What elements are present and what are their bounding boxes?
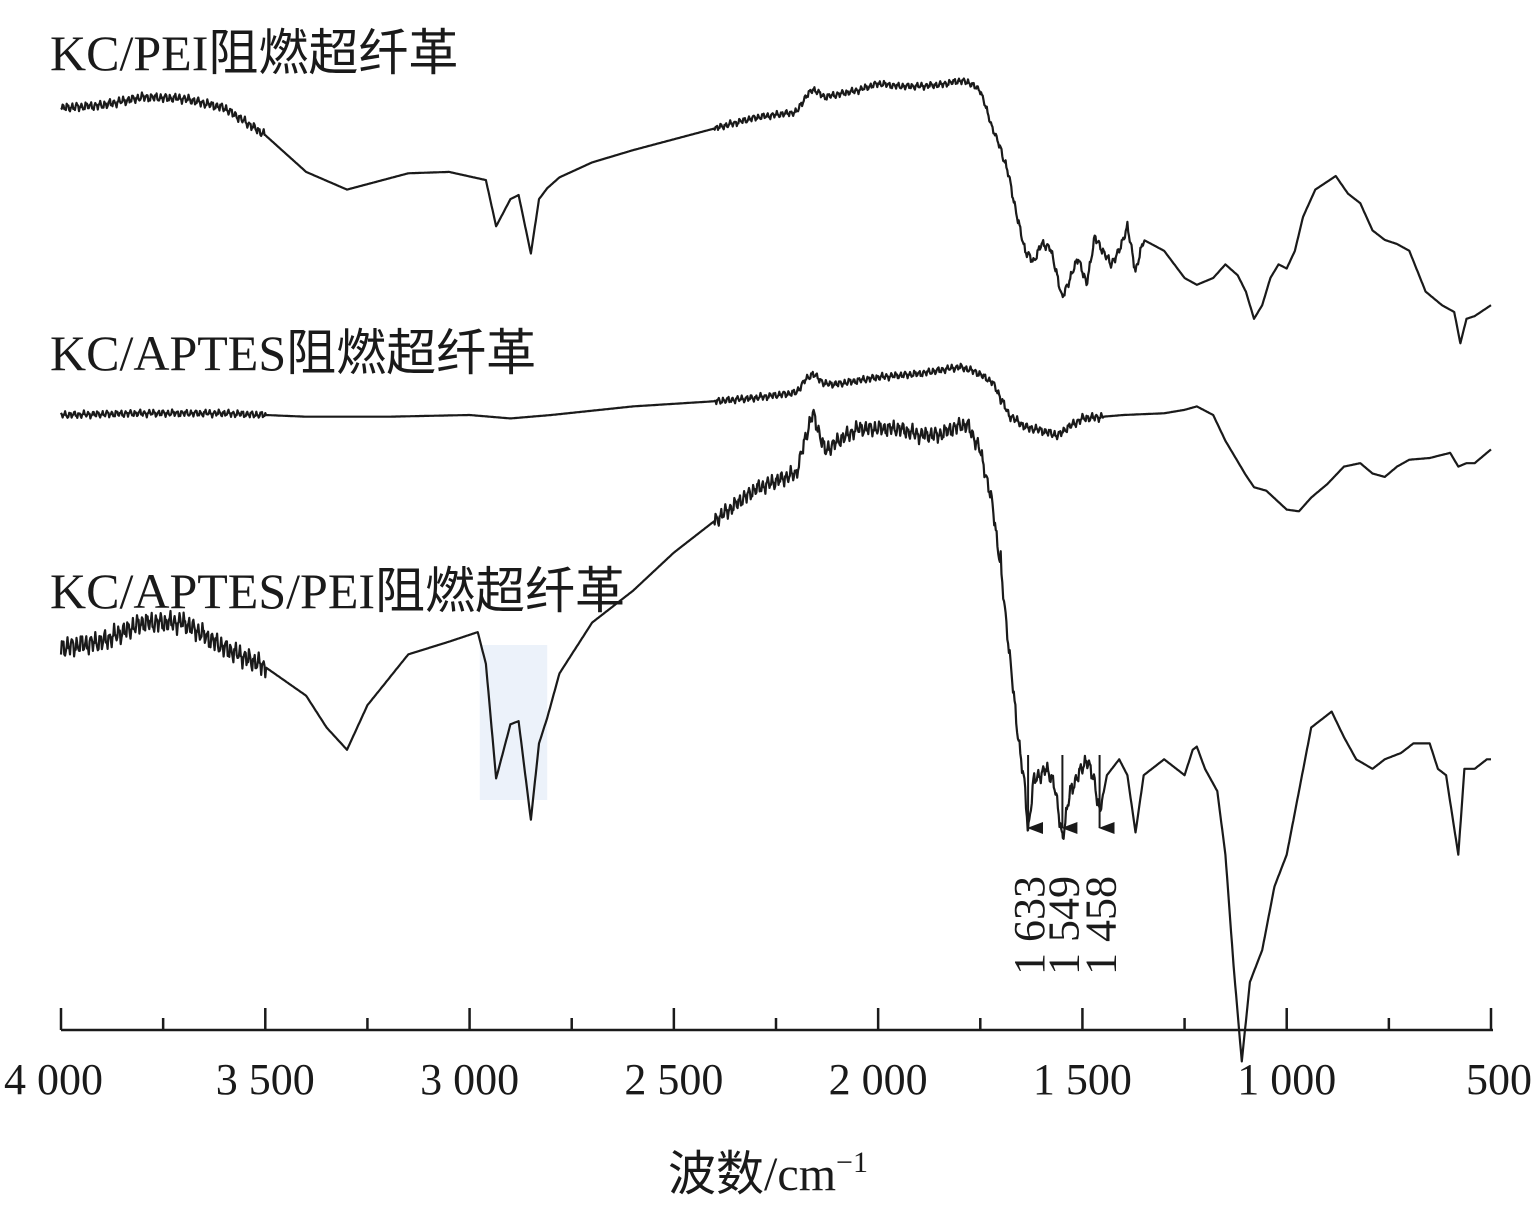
x-tick-label: 3 000 (420, 1055, 519, 1104)
series-line-2 (59, 362, 1492, 513)
annotation-label: 1 549 (1039, 876, 1088, 975)
annotation-label: 1 458 (1077, 876, 1126, 975)
x-tick-label: 1 500 (1033, 1055, 1132, 1104)
series-line-1 (60, 77, 1492, 345)
annotation-label: 1 633 (1005, 876, 1054, 975)
x-tick-label: 4 000 (4, 1055, 103, 1104)
x-tick-label: 2 000 (829, 1055, 928, 1104)
series-group (59, 77, 1492, 1063)
series-label-1: KC/PEI阻燃超纤革 (50, 25, 458, 81)
x-axis-title: 波数/cm−1 (668, 1146, 868, 1201)
x-tick-label: 3 500 (216, 1055, 315, 1104)
series-labels: KC/PEI阻燃超纤革 KC/APTES阻燃超纤革 KC/APTES/PEI阻燃超纤… (50, 25, 625, 619)
x-axis-title-sup: −1 (836, 1146, 868, 1179)
x-axis-title-text: 波数/cm (668, 1148, 836, 1201)
x-tick-label: 1 000 (1237, 1055, 1336, 1104)
series-label-3: KC/APTES/PEI阻燃超纤革 (50, 563, 625, 619)
x-tick-label: 500 (1466, 1055, 1532, 1104)
series-label-2: KC/APTES阻燃超纤革 (50, 325, 536, 381)
x-axis: 4 000 3 500 3 000 2 500 2 000 1 500 1 000 500 (4, 1008, 1532, 1104)
series-line-3 (59, 408, 1492, 1063)
x-tick-label: 2 500 (624, 1055, 723, 1104)
